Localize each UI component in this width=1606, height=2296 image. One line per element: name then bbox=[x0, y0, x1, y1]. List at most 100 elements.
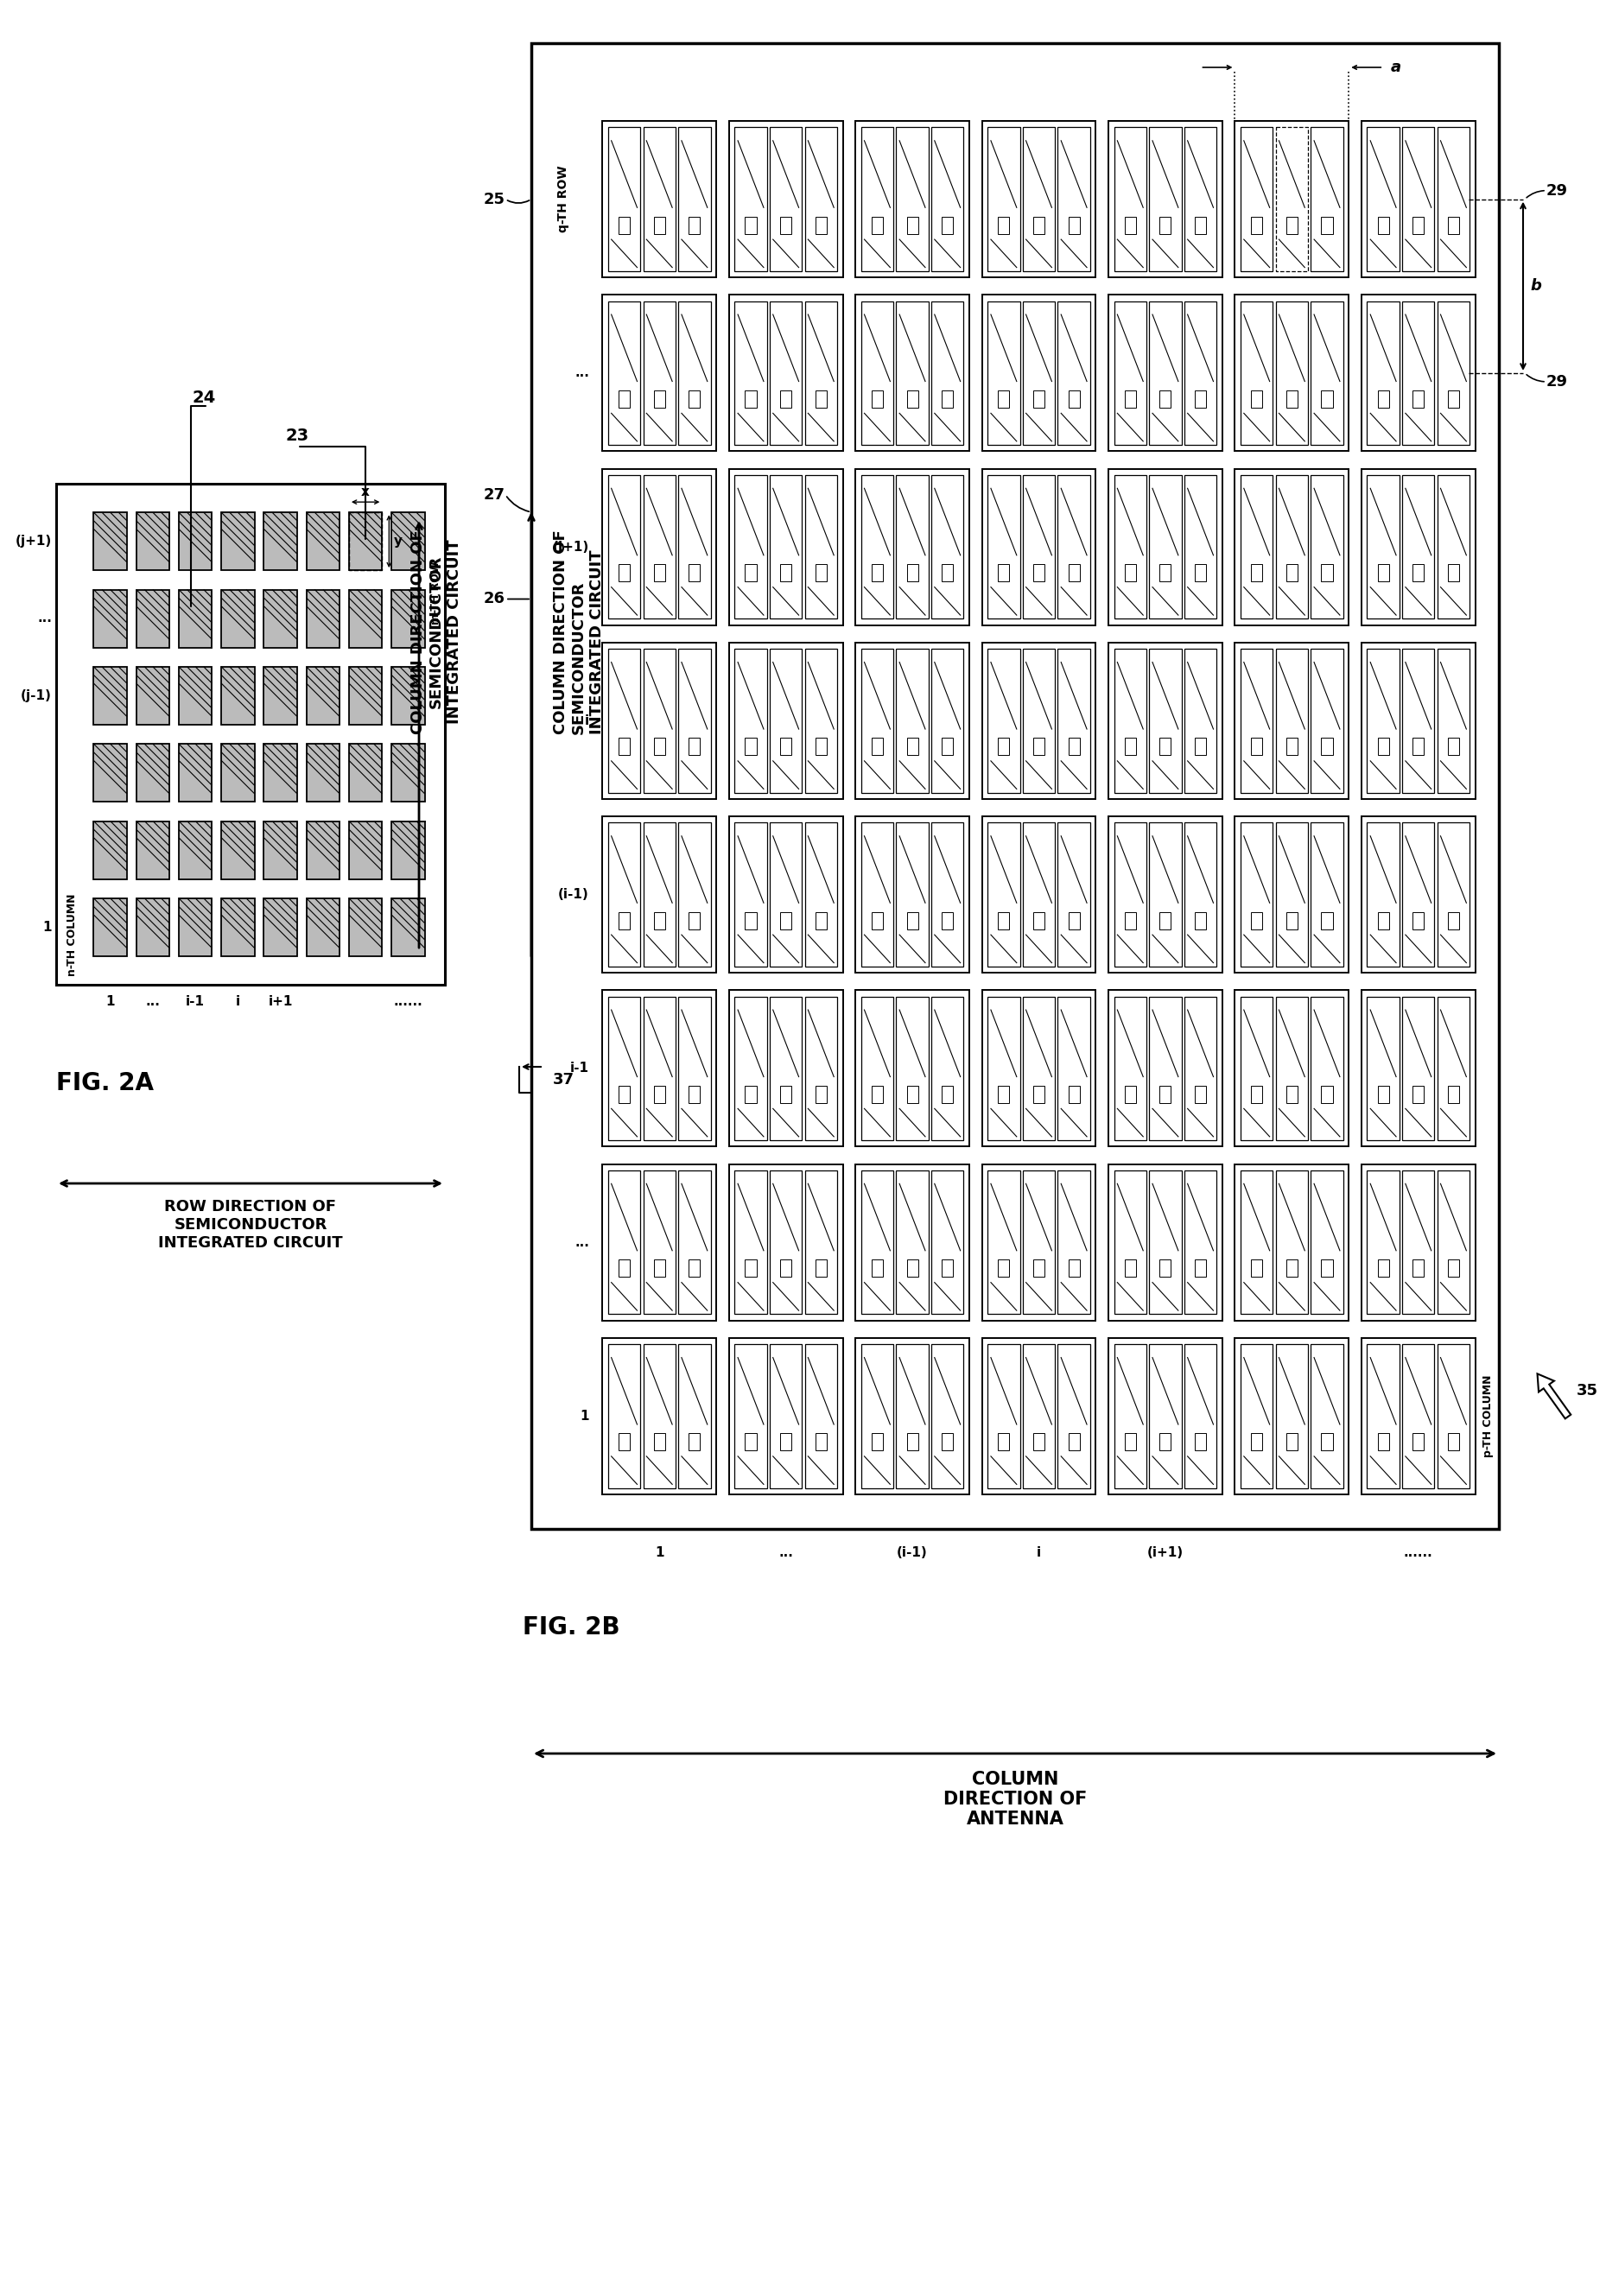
Bar bbox=[222, 590, 254, 647]
Bar bbox=[988, 650, 1020, 792]
Bar bbox=[1362, 294, 1476, 452]
Bar bbox=[1023, 996, 1055, 1141]
Bar bbox=[1240, 1343, 1274, 1488]
Bar bbox=[1310, 650, 1343, 792]
Bar bbox=[1286, 1261, 1298, 1277]
Bar bbox=[93, 666, 127, 726]
Bar bbox=[941, 1433, 952, 1451]
Bar bbox=[931, 650, 964, 792]
Bar bbox=[781, 912, 792, 930]
Bar bbox=[56, 484, 445, 985]
Text: n-TH COLUMN: n-TH COLUMN bbox=[66, 893, 77, 976]
Bar bbox=[1235, 122, 1349, 278]
Bar bbox=[1184, 1343, 1217, 1488]
Bar bbox=[689, 216, 700, 234]
Bar bbox=[856, 817, 970, 974]
Bar bbox=[1275, 301, 1307, 445]
Bar bbox=[1108, 990, 1222, 1146]
Bar bbox=[1235, 294, 1349, 452]
Bar bbox=[1275, 996, 1307, 1141]
Bar bbox=[1124, 216, 1135, 234]
Bar bbox=[1150, 475, 1182, 620]
Bar bbox=[1108, 1164, 1222, 1320]
Text: m-TH ROW: m-TH ROW bbox=[430, 560, 442, 625]
Bar bbox=[263, 898, 297, 955]
Bar bbox=[1235, 643, 1349, 799]
Bar bbox=[263, 822, 297, 879]
Text: ...: ... bbox=[779, 1545, 793, 1559]
Bar bbox=[609, 1343, 641, 1488]
Bar bbox=[769, 650, 801, 792]
Bar bbox=[1058, 1171, 1090, 1313]
Bar bbox=[137, 590, 169, 647]
Bar bbox=[805, 475, 837, 620]
Bar bbox=[1033, 1261, 1044, 1277]
Bar bbox=[654, 1433, 665, 1451]
Bar bbox=[1286, 216, 1298, 234]
Bar bbox=[1160, 737, 1171, 755]
Bar bbox=[222, 744, 254, 801]
Bar bbox=[1124, 565, 1135, 581]
Bar bbox=[1150, 301, 1182, 445]
Bar bbox=[1058, 822, 1090, 967]
Bar bbox=[644, 1343, 676, 1488]
Bar bbox=[618, 1086, 630, 1102]
Bar bbox=[1362, 1164, 1476, 1320]
Bar bbox=[856, 1339, 970, 1495]
Bar bbox=[941, 912, 952, 930]
Bar bbox=[1058, 475, 1090, 620]
Bar bbox=[137, 822, 169, 879]
Bar bbox=[1235, 1164, 1349, 1320]
Bar bbox=[602, 122, 716, 278]
Bar bbox=[931, 1171, 964, 1313]
Bar bbox=[861, 126, 893, 271]
Bar bbox=[654, 216, 665, 234]
Bar bbox=[1108, 1339, 1222, 1495]
Bar bbox=[856, 643, 970, 799]
Bar bbox=[896, 822, 928, 967]
Bar bbox=[816, 1261, 827, 1277]
Bar bbox=[618, 565, 630, 581]
Text: ...: ... bbox=[575, 367, 589, 379]
Bar bbox=[1251, 216, 1262, 234]
Bar bbox=[816, 1433, 827, 1451]
Bar bbox=[997, 1261, 1010, 1277]
Bar bbox=[1447, 912, 1460, 930]
Bar bbox=[941, 565, 952, 581]
Text: b: b bbox=[1531, 278, 1542, 294]
Bar bbox=[602, 643, 716, 799]
Bar bbox=[931, 475, 964, 620]
Bar bbox=[1447, 1433, 1460, 1451]
Text: COLUMN DIRECTION OF
SEMICONDUCTOR
INTEGRATED CIRCUIT: COLUMN DIRECTION OF SEMICONDUCTOR INTEGR… bbox=[411, 530, 463, 735]
Bar bbox=[1023, 301, 1055, 445]
Bar bbox=[1124, 1086, 1135, 1102]
Bar bbox=[678, 1171, 710, 1313]
Bar bbox=[222, 898, 254, 955]
Bar bbox=[1367, 126, 1399, 271]
Bar bbox=[907, 1086, 919, 1102]
Text: COLUMN
DIRECTION OF
ANTENNA: COLUMN DIRECTION OF ANTENNA bbox=[943, 1770, 1087, 1828]
Bar bbox=[1023, 1171, 1055, 1313]
Bar bbox=[1437, 126, 1469, 271]
Bar bbox=[734, 301, 768, 445]
Bar bbox=[609, 822, 641, 967]
Bar bbox=[654, 912, 665, 930]
Text: ROW DIRECTION OF
SEMICONDUCTOR
INTEGRATED CIRCUIT: ROW DIRECTION OF SEMICONDUCTOR INTEGRATE… bbox=[159, 1199, 342, 1251]
Text: 25: 25 bbox=[483, 191, 506, 207]
Bar bbox=[609, 301, 641, 445]
Text: COLUMN DIRECTION OF
SEMICONDUCTOR
INTEGRATED CIRCUIT: COLUMN DIRECTION OF SEMICONDUCTOR INTEGR… bbox=[552, 530, 604, 735]
Bar bbox=[1150, 650, 1182, 792]
Bar bbox=[392, 744, 424, 801]
Text: i: i bbox=[236, 994, 241, 1008]
Bar bbox=[602, 1339, 716, 1495]
Bar bbox=[137, 666, 169, 726]
Bar bbox=[729, 817, 843, 974]
Bar bbox=[307, 590, 339, 647]
Bar bbox=[678, 996, 710, 1141]
Bar bbox=[1033, 1086, 1044, 1102]
Bar bbox=[1160, 390, 1171, 409]
Bar bbox=[349, 898, 382, 955]
Bar bbox=[745, 390, 756, 409]
Bar bbox=[349, 590, 382, 647]
Bar bbox=[769, 822, 801, 967]
